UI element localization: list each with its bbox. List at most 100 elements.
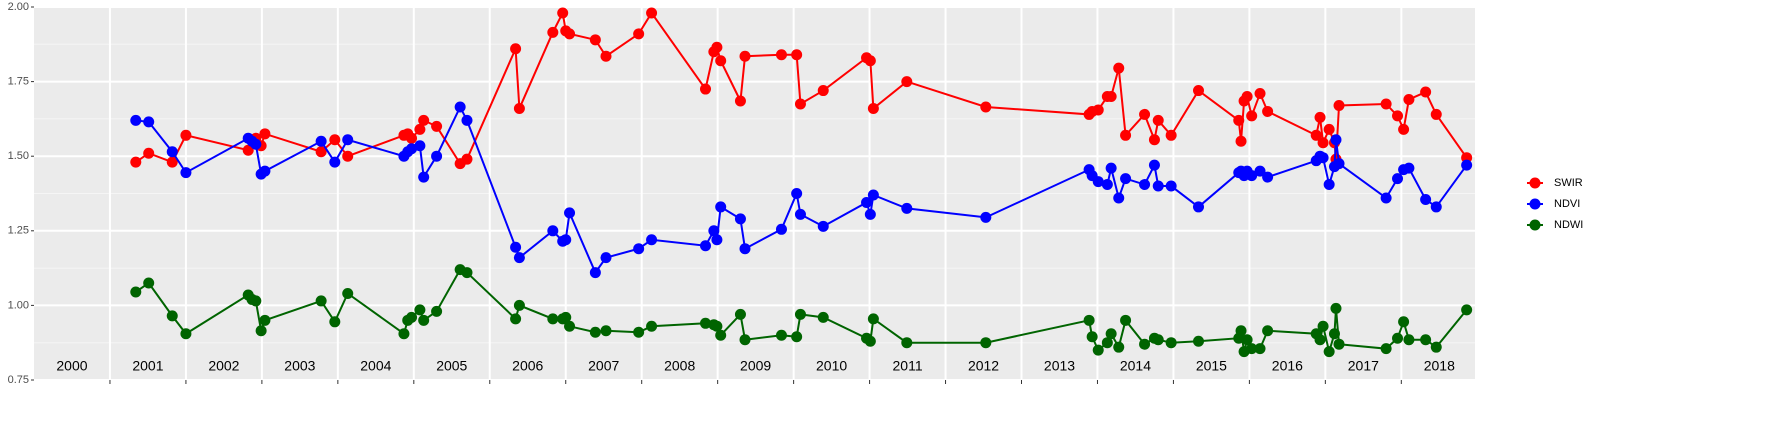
x-tick-label: 2016 xyxy=(1272,358,1303,374)
data-point xyxy=(739,243,751,255)
data-point xyxy=(1398,123,1410,135)
data-point xyxy=(775,49,787,61)
data-point xyxy=(739,50,751,62)
data-point xyxy=(600,50,612,62)
data-point xyxy=(1139,108,1151,120)
data-point xyxy=(1430,108,1442,120)
data-point xyxy=(1120,314,1132,326)
x-tick-label: 2010 xyxy=(816,358,847,374)
data-point xyxy=(557,7,569,19)
data-point xyxy=(1430,341,1442,353)
data-point xyxy=(461,153,473,165)
data-point xyxy=(1254,343,1266,355)
data-point xyxy=(1314,111,1326,123)
data-point xyxy=(180,167,192,179)
data-point xyxy=(1420,86,1432,98)
y-tick-label: 1.75 xyxy=(8,76,29,88)
data-point xyxy=(864,335,876,347)
data-point xyxy=(1330,302,1342,314)
data-point xyxy=(418,171,430,183)
data-point xyxy=(600,325,612,337)
x-tick-label: 2014 xyxy=(1120,358,1151,374)
x-tick-label: 2006 xyxy=(512,358,543,374)
data-point xyxy=(398,328,410,340)
data-point xyxy=(864,208,876,220)
data-point xyxy=(980,337,992,349)
data-point xyxy=(715,201,727,213)
data-point xyxy=(564,207,576,219)
data-point xyxy=(1328,328,1340,340)
data-point xyxy=(739,334,751,346)
data-point xyxy=(180,129,192,141)
data-point xyxy=(791,49,803,61)
data-point xyxy=(1120,173,1132,185)
data-point xyxy=(867,313,879,325)
data-point xyxy=(1105,162,1117,174)
data-point xyxy=(1254,88,1266,100)
data-point xyxy=(547,225,559,237)
data-point xyxy=(315,135,327,147)
data-point xyxy=(1139,179,1151,191)
data-point xyxy=(259,314,271,326)
legend-label: NDWI xyxy=(1554,219,1583,231)
data-point xyxy=(589,267,601,279)
x-tick-label: 2015 xyxy=(1196,358,1227,374)
data-point xyxy=(1113,62,1125,74)
data-point xyxy=(1105,91,1117,103)
data-point xyxy=(794,308,806,320)
data-point xyxy=(1113,341,1125,353)
data-point xyxy=(250,138,262,150)
x-tick-label: 2003 xyxy=(284,358,315,374)
data-point xyxy=(700,317,712,329)
data-point xyxy=(794,208,806,220)
data-point xyxy=(711,41,723,53)
data-point xyxy=(715,55,727,67)
data-point xyxy=(461,114,473,126)
data-point xyxy=(431,120,443,132)
data-point xyxy=(1241,334,1253,346)
data-point xyxy=(130,286,142,298)
y-tick-label: 1.00 xyxy=(8,299,29,311)
x-tick-label: 2012 xyxy=(968,358,999,374)
data-point xyxy=(547,313,559,325)
x-tick-label: 2017 xyxy=(1348,358,1379,374)
y-tick-label: 2.00 xyxy=(8,1,29,13)
data-point xyxy=(1092,104,1104,116)
data-point xyxy=(1254,165,1266,177)
data-point xyxy=(861,196,873,208)
data-point xyxy=(600,252,612,264)
data-point xyxy=(513,102,525,114)
data-point xyxy=(414,123,426,135)
data-point xyxy=(1461,159,1473,171)
data-point xyxy=(342,287,354,299)
data-point xyxy=(1380,192,1392,204)
data-point xyxy=(1430,201,1442,213)
data-point xyxy=(130,114,142,126)
data-point xyxy=(791,331,803,343)
data-point xyxy=(1262,325,1274,337)
data-point xyxy=(980,211,992,223)
data-point xyxy=(1380,98,1392,110)
data-point xyxy=(700,240,712,252)
y-tick-label: 0.75 xyxy=(8,374,29,386)
data-point xyxy=(901,76,913,88)
data-point xyxy=(1120,129,1132,141)
data-point xyxy=(1333,158,1345,170)
data-point xyxy=(1165,180,1177,192)
data-point xyxy=(1246,110,1258,122)
data-point xyxy=(513,299,525,311)
data-point xyxy=(315,295,327,307)
data-point xyxy=(547,26,559,38)
data-point xyxy=(633,326,645,338)
data-point xyxy=(589,326,601,338)
data-point xyxy=(143,277,155,289)
x-tick-label: 2018 xyxy=(1424,358,1455,374)
data-point xyxy=(646,234,658,246)
data-point xyxy=(315,146,327,158)
x-tick-label: 2013 xyxy=(1044,358,1075,374)
data-point xyxy=(418,314,430,326)
data-point xyxy=(791,188,803,199)
data-point xyxy=(1262,171,1274,183)
data-point xyxy=(242,144,254,156)
